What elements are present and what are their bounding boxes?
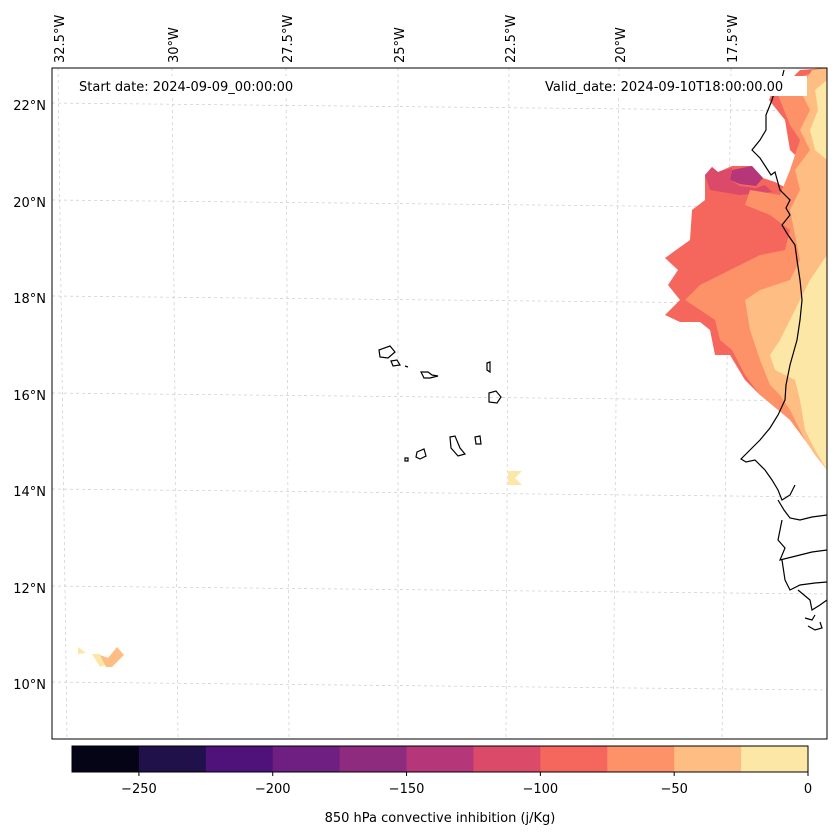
map-background [52,68,827,739]
colorbar-tick-label: −150 [389,782,425,797]
title-right-box: Valid_date: 2024-09-10T18:00:00.00 [540,76,807,96]
longitude-label: 17.5°W [726,15,741,63]
cin-patch-southwest [100,647,124,667]
colorbar-cells [72,746,809,772]
island-boa-vista [488,390,502,404]
longitude-label: 30°W [167,27,182,63]
latitude-label: 22°N [13,99,46,114]
coastline-mauritania-senegal [740,69,827,521]
island-santiago [449,435,467,457]
latitude-label: 10°N [13,678,46,693]
island-santa-luzia [404,365,409,368]
island-sal [486,361,491,374]
colorbar-tick-label: 0 [804,782,812,797]
meridian-line [285,68,290,739]
longitude-label: 32.5°W [53,15,68,63]
longitude-label: 22.5°W [504,15,519,63]
cin-region-neg25-0 [770,80,827,470]
island-brava [404,457,409,462]
colorbar-cell [406,746,474,772]
cin-region-neg150-neg125 [730,166,763,186]
colorbar-cell [607,746,675,772]
colorbar-cell [339,746,408,772]
latitude-label: 12°N [13,582,46,597]
cin-patch-central [508,471,522,485]
meridian-line [505,68,510,739]
gridlines [52,68,827,739]
longitude-label: 20°W [614,27,629,63]
meridian-line [171,68,179,739]
colorbar-cell [473,746,541,772]
longitude-labels: 32.5°W 30°W 27.5°W 25°W 22.5°W 20°W 17.5°W [53,15,741,63]
colorbar-cell [741,746,809,772]
map-frame [51,67,828,740]
meridian-line [721,68,732,739]
latitude-label: 14°N [13,485,46,500]
island-santo-antao [378,345,396,359]
cin-field [78,68,827,667]
colorbar-cell [205,746,274,772]
colorbar-cell [674,746,742,772]
colorbar-cell [72,746,140,772]
island-maio [474,435,482,445]
colorbar-tick-label: −250 [121,782,157,797]
latitude-label: 20°N [13,196,46,211]
colorbar-cell [540,746,608,772]
colorbar-cell [272,746,341,772]
cin-region-neg25-0-north [820,100,827,150]
colorbar-ticks: −250 −200 −150 −100 −50 0 [121,772,812,797]
cin-patch-southwest-light [78,647,106,667]
colorbar-cell [138,746,207,772]
meridian-line [57,68,68,739]
colorbar-tick-label: −100 [523,782,559,797]
longitude-label: 27.5°W [281,15,296,63]
colorbar-tick-label: −50 [660,782,687,797]
meridian-line [612,68,620,739]
cin-region-neg125-neg100 [705,167,772,195]
island-sao-nicolau [420,371,439,379]
colorbar-frame [71,745,809,773]
valid-date-label: Valid_date: 2024-09-10T18:00:00.00 [545,80,783,95]
colorbar-tick-label: −200 [255,782,291,797]
latitude-label: 18°N [13,292,46,307]
colorbar-label: 850 hPa convective inhibition (j/Kg) [325,811,556,826]
island-sao-vicente [390,359,401,367]
coastlines [378,69,827,631]
island-fogo [415,448,427,460]
longitude-label: 25°W [393,27,408,63]
title-left-box: Start date: 2024-09-09_00:00:00 [74,76,312,96]
coastline-gambia-guinea [777,519,827,631]
start-date-label: Start date: 2024-09-09_00:00:00 [79,80,293,95]
latitude-label: 16°N [13,389,46,404]
colorbar: −250 −200 −150 −100 −50 0 850 hPa convective … [71,745,812,826]
map-panel: Start date: 2024-09-09_00:00:00 Valid_da… [51,67,828,740]
latitude-labels: 22°N 20°N 18°N 16°N 14°N 12°N 10°N [13,99,46,693]
